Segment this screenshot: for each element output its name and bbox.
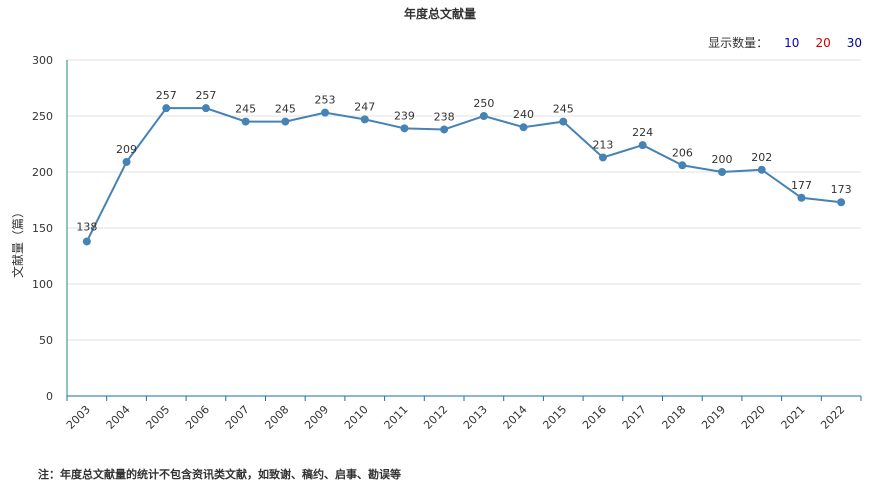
data-point bbox=[519, 123, 528, 132]
data-point bbox=[201, 104, 210, 113]
data-label: 224 bbox=[632, 126, 653, 139]
data-label: 247 bbox=[354, 100, 375, 113]
y-tick-label: 200 bbox=[32, 166, 53, 179]
display-count-option-30[interactable]: 30 bbox=[846, 35, 862, 50]
series-line bbox=[85, 107, 842, 242]
data-label: 245 bbox=[275, 103, 296, 116]
y-tick-label: 0 bbox=[46, 390, 53, 403]
data-label: 239 bbox=[394, 109, 415, 122]
x-tick-label: 2021 bbox=[779, 403, 808, 432]
data-label: 173 bbox=[831, 183, 852, 196]
data-point bbox=[559, 117, 568, 126]
data-label: 253 bbox=[315, 94, 336, 107]
data-label: 257 bbox=[195, 89, 216, 102]
x-tick-label: 2008 bbox=[262, 403, 291, 432]
x-tick-label: 2005 bbox=[143, 403, 172, 432]
data-point bbox=[598, 153, 607, 162]
x-tick-label: 2006 bbox=[183, 403, 212, 432]
series-group bbox=[82, 104, 846, 246]
x-tick-labels: 2003 2004 2005 2006 2007 2008 2009 2010 2011 2012… bbox=[64, 403, 847, 432]
data-point bbox=[400, 124, 409, 133]
data-label: 245 bbox=[235, 103, 256, 116]
x-tick-label: 2022 bbox=[818, 403, 847, 432]
footnote: 注：年度总文献量的统计不包含资讯类文献，如致谢、稿约、启事、勘误等 bbox=[38, 468, 401, 481]
x-tick-label: 2007 bbox=[223, 403, 252, 432]
data-point bbox=[479, 112, 488, 120]
chart-title: 年度总文献量 bbox=[403, 7, 476, 21]
data-point bbox=[797, 193, 806, 202]
data-point bbox=[837, 198, 846, 207]
display-count-label: 显示数量： bbox=[708, 36, 769, 50]
display-count-option-10[interactable]: 10 bbox=[784, 35, 800, 50]
x-tick-label: 2020 bbox=[739, 403, 768, 432]
data-label: 138 bbox=[76, 220, 97, 233]
data-point bbox=[321, 108, 330, 117]
y-axis-label: 文献量（篇） bbox=[10, 206, 25, 278]
data-label: 177 bbox=[791, 179, 812, 192]
x-tick-label: 2004 bbox=[104, 403, 133, 432]
display-count-option-20[interactable]: 20 bbox=[815, 35, 831, 50]
y-tick-label: 300 bbox=[32, 54, 53, 67]
y-tick-label: 100 bbox=[32, 278, 53, 291]
data-label: 257 bbox=[156, 89, 177, 102]
data-label: 206 bbox=[672, 146, 693, 159]
axes bbox=[66, 60, 862, 401]
y-tick-label: 250 bbox=[32, 110, 53, 123]
data-label: 240 bbox=[513, 108, 534, 121]
x-tick-label: 2009 bbox=[302, 403, 331, 432]
x-tick-label: 2018 bbox=[659, 403, 688, 432]
y-tick-label: 150 bbox=[32, 222, 53, 235]
x-tick-label: 2015 bbox=[540, 403, 569, 432]
x-tick-label: 2012 bbox=[421, 403, 450, 432]
data-point bbox=[678, 161, 687, 170]
data-point bbox=[757, 165, 766, 174]
data-label: 209 bbox=[116, 143, 137, 156]
data-label: 200 bbox=[712, 153, 733, 166]
data-label: 250 bbox=[473, 97, 494, 110]
data-labels: 138 209 257 257 245 245 253 247 239 238 250 240 245 2… bbox=[76, 89, 851, 233]
data-point bbox=[638, 141, 647, 150]
x-tick-label: 2010 bbox=[342, 403, 371, 432]
data-point bbox=[360, 115, 369, 124]
data-point bbox=[440, 125, 449, 134]
x-tick-label: 2011 bbox=[382, 403, 411, 432]
display-count-control: 显示数量： 10 20 30 bbox=[708, 34, 862, 51]
y-tick-labels: 0 50 100 150 200 250 300 bbox=[32, 54, 53, 403]
data-point bbox=[82, 237, 91, 246]
x-tick-label: 2013 bbox=[461, 403, 490, 432]
x-tick-label: 2014 bbox=[501, 403, 530, 432]
x-tick-label: 2003 bbox=[64, 403, 93, 432]
data-point bbox=[122, 157, 131, 166]
data-point bbox=[241, 117, 250, 126]
data-point bbox=[162, 104, 171, 113]
x-tick-label: 2016 bbox=[580, 403, 609, 432]
x-tick-label: 2019 bbox=[699, 403, 728, 432]
data-label: 238 bbox=[434, 110, 455, 123]
data-point bbox=[281, 117, 290, 126]
data-label: 245 bbox=[553, 103, 574, 116]
grid-lines bbox=[67, 59, 861, 341]
data-point bbox=[718, 168, 727, 176]
data-label: 213 bbox=[592, 138, 613, 151]
x-tick-label: 2017 bbox=[620, 403, 649, 432]
y-tick-label: 50 bbox=[39, 334, 53, 347]
data-label: 202 bbox=[751, 151, 772, 164]
